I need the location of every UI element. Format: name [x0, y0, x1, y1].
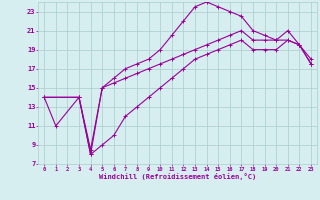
- X-axis label: Windchill (Refroidissement éolien,°C): Windchill (Refroidissement éolien,°C): [99, 173, 256, 180]
